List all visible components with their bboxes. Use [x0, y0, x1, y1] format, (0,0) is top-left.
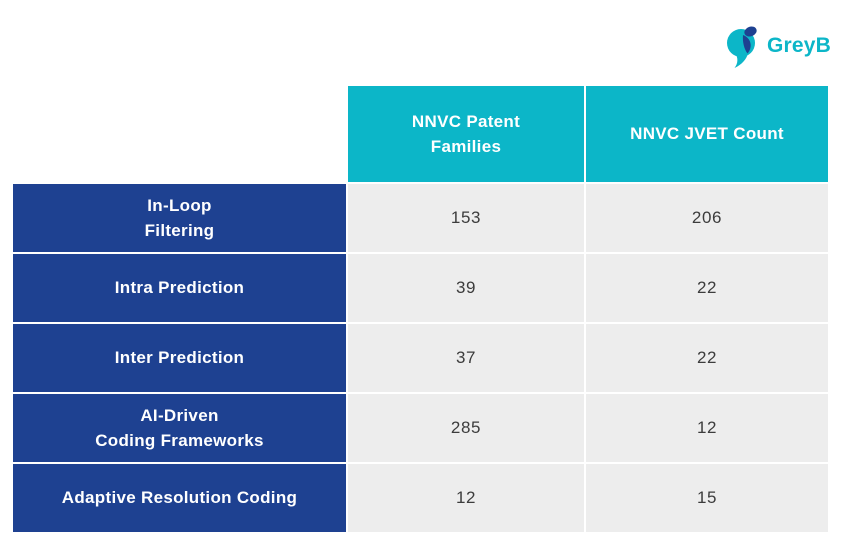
row-label-intra-prediction: Intra Prediction — [13, 254, 346, 322]
column-header-jvet-count: NNVC JVET Count — [586, 86, 828, 182]
row-label-in-loop-filtering: In-Loop Filtering — [13, 184, 346, 252]
data-cell: 37 — [348, 324, 584, 392]
data-cell: 206 — [586, 184, 828, 252]
greyb-logo: GreyB — [726, 24, 831, 68]
row-label-ai-driven-coding-frameworks: AI-Driven Coding Frameworks — [13, 394, 346, 462]
data-cell: 12 — [586, 394, 828, 462]
row-label-inter-prediction: Inter Prediction — [13, 324, 346, 392]
greyb-logo-text: GreyB — [766, 34, 831, 57]
data-cell: 12 — [348, 464, 584, 532]
data-table: NNVC Patent Families NNVC JVET Count In-… — [13, 86, 828, 532]
data-cell: 15 — [586, 464, 828, 532]
column-header-patent-families: NNVC Patent Families — [348, 86, 584, 182]
data-cell: 285 — [348, 394, 584, 462]
data-cell: 153 — [348, 184, 584, 252]
data-cell: 22 — [586, 324, 828, 392]
row-label-adaptive-resolution-coding: Adaptive Resolution Coding — [13, 464, 346, 532]
greyb-logo-icon — [726, 24, 760, 68]
data-cell: 39 — [348, 254, 584, 322]
data-cell: 22 — [586, 254, 828, 322]
corner-spacer — [13, 86, 346, 182]
